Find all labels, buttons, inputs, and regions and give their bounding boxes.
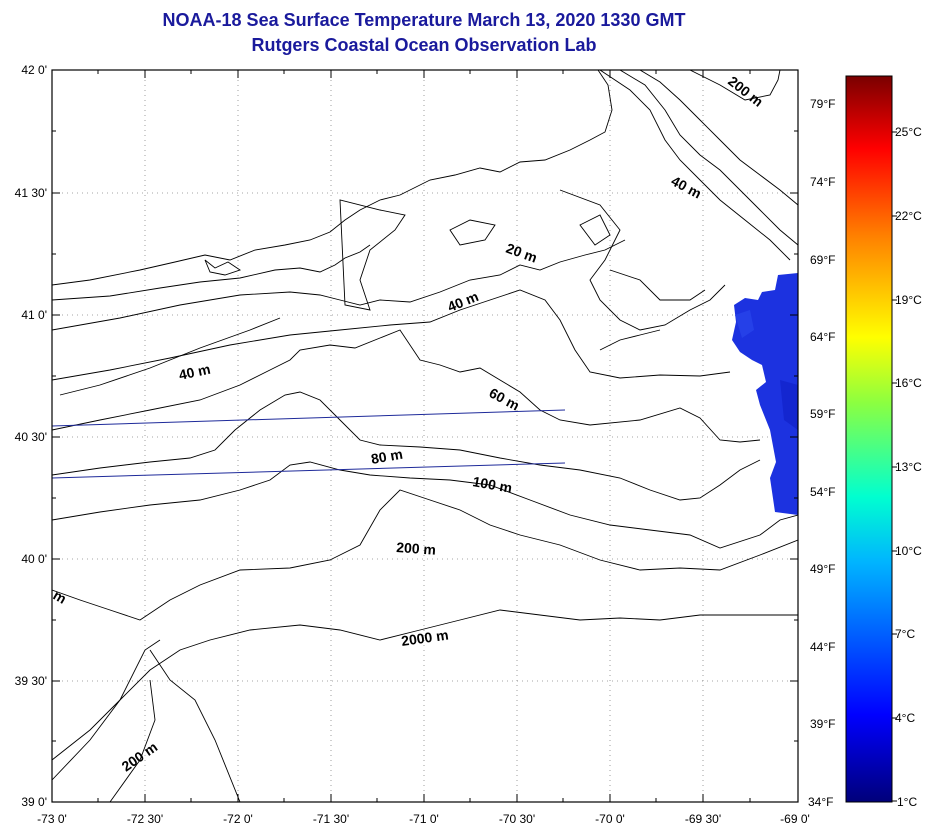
contour-label: 40 m — [177, 361, 212, 383]
bathymetry-contours — [52, 70, 798, 802]
longitude-labels: -73 0' -72 30' -72 0' -71 30' -71 0' -70… — [37, 812, 810, 826]
contour-label: 200 m — [396, 539, 437, 558]
lon-label: -71 0' — [409, 812, 439, 826]
contour-label: 60 m — [487, 385, 523, 414]
map-subtitle: Rutgers Coastal Ocean Observation Lab — [251, 35, 597, 55]
lon-label: -71 30' — [313, 812, 349, 826]
celsius-label: 1°C — [897, 795, 917, 809]
fahrenheit-label: 54°F — [810, 485, 835, 499]
lon-label: -70 0' — [595, 812, 625, 826]
lat-label: 41 0' — [21, 308, 47, 322]
celsius-label: 10°C — [895, 544, 922, 558]
contour-label: 80 m — [370, 446, 404, 467]
lat-label: 41 30' — [15, 186, 47, 200]
lon-label: -69 30' — [685, 812, 721, 826]
fahrenheit-label: 49°F — [810, 562, 835, 576]
axis-ticks — [51, 69, 799, 803]
contour-label: 200 m — [119, 739, 161, 775]
sst-data-pixels — [732, 273, 798, 515]
fahrenheit-label: 69°F — [810, 253, 835, 267]
contour-labels: 200 m 40 m 20 m 40 m 40 m 60 m 80 m 100 … — [51, 73, 767, 775]
latitude-labels: 42 0' 41 30' 41 0' 40 30' 40 0' 39 30' 3… — [15, 63, 47, 809]
celsius-label: 25°C — [895, 125, 922, 139]
map-frame — [51, 69, 799, 803]
contour-label: 100 m — [471, 473, 513, 496]
fahrenheit-scale: 79°F 74°F 69°F 64°F 59°F 54°F 49°F 44°F … — [808, 97, 835, 809]
contour-label: 2000 m — [400, 627, 449, 649]
temperature-colorbar — [845, 75, 893, 803]
contour-label: 20 m — [504, 240, 539, 266]
celsius-label: 22°C — [895, 209, 922, 223]
satellite-track-lines — [51, 409, 566, 479]
colorbar-ticks — [892, 131, 897, 802]
fahrenheit-label: 34°F — [808, 795, 833, 809]
celsius-label: 19°C — [895, 293, 922, 307]
contour-label: 40 m — [669, 173, 705, 202]
lon-label: -72 30' — [127, 812, 163, 826]
fahrenheit-label: 64°F — [810, 330, 835, 344]
lon-label: -69 0' — [780, 812, 810, 826]
contour-label: 40 m — [445, 288, 481, 315]
fahrenheit-label: 44°F — [810, 640, 835, 654]
lon-label: -73 0' — [37, 812, 67, 826]
lon-label: -70 30' — [499, 812, 535, 826]
lat-label: 39 30' — [15, 674, 47, 688]
lon-label: -72 0' — [223, 812, 253, 826]
lat-label: 40 0' — [21, 552, 47, 566]
celsius-label: 13°C — [895, 460, 922, 474]
lat-label: 42 0' — [21, 63, 47, 77]
fahrenheit-label: 79°F — [810, 97, 835, 111]
contour-label: m — [51, 587, 70, 607]
lat-label: 40 30' — [15, 430, 47, 444]
graticule — [52, 70, 798, 802]
fahrenheit-label: 59°F — [810, 407, 835, 421]
celsius-label: 4°C — [895, 711, 915, 725]
fahrenheit-label: 74°F — [810, 175, 835, 189]
map-title: NOAA-18 Sea Surface Temperature March 13… — [162, 10, 686, 30]
celsius-label: 16°C — [895, 376, 922, 390]
lat-label: 39 0' — [21, 795, 47, 809]
celsius-scale: 25°C 22°C 19°C 16°C 13°C 10°C 7°C 4°C 1°… — [895, 125, 922, 809]
fahrenheit-label: 39°F — [810, 717, 835, 731]
celsius-label: 7°C — [895, 627, 915, 641]
